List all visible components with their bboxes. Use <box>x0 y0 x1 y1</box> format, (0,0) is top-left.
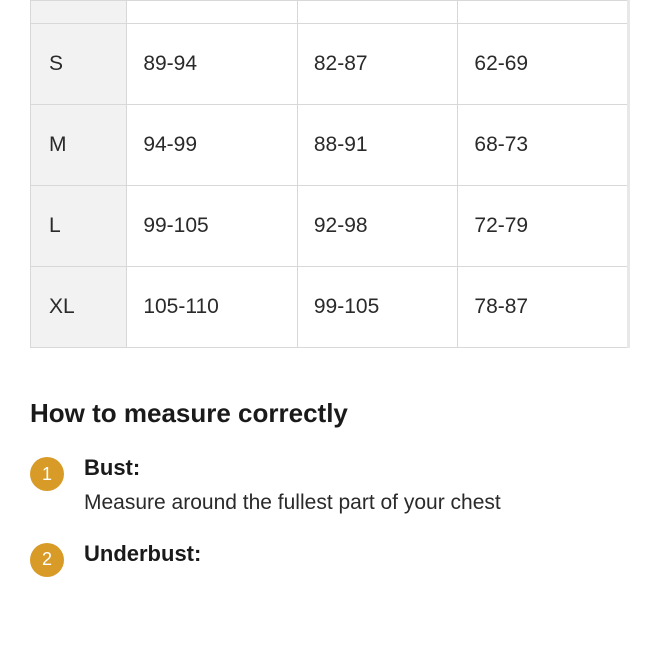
value-cell <box>458 1 629 24</box>
value-cell: 89-94 <box>127 24 298 105</box>
value-cell: 105-110 <box>127 267 298 348</box>
step-badge: 2 <box>30 543 64 577</box>
value-cell: 82-87 <box>297 24 458 105</box>
value-cell: 72-79 <box>458 186 629 267</box>
measure-item: 1 Bust: Measure around the fullest part … <box>30 455 630 519</box>
measure-heading: How to measure correctly <box>30 398 630 429</box>
page-container: S 89-94 82-87 62-69 M 94-99 88-91 68-73 … <box>0 0 660 577</box>
size-cell: M <box>31 105 127 186</box>
measure-label: Underbust: <box>84 541 630 567</box>
table-row: L 99-105 92-98 72-79 <box>31 186 629 267</box>
value-cell: 99-105 <box>297 267 458 348</box>
value-cell: 78-87 <box>458 267 629 348</box>
measure-description: Measure around the fullest part of your … <box>84 487 564 519</box>
table-row: M 94-99 88-91 68-73 <box>31 105 629 186</box>
table-row: XL 105-110 99-105 78-87 <box>31 267 629 348</box>
value-cell: 94-99 <box>127 105 298 186</box>
value-cell: 88-91 <box>297 105 458 186</box>
value-cell <box>297 1 458 24</box>
value-cell: 68-73 <box>458 105 629 186</box>
value-cell <box>127 1 298 24</box>
size-cell: L <box>31 186 127 267</box>
table-row <box>31 1 629 24</box>
measure-content: Bust: Measure around the fullest part of… <box>84 455 630 519</box>
measure-label: Bust: <box>84 455 630 481</box>
measure-section: How to measure correctly 1 Bust: Measure… <box>30 398 630 577</box>
measure-content: Underbust: <box>84 541 630 573</box>
step-number: 2 <box>42 549 52 570</box>
step-number: 1 <box>42 464 52 485</box>
table-row: S 89-94 82-87 62-69 <box>31 24 629 105</box>
size-cell: S <box>31 24 127 105</box>
step-badge: 1 <box>30 457 64 491</box>
size-cell: XL <box>31 267 127 348</box>
measure-item: 2 Underbust: <box>30 541 630 577</box>
value-cell: 92-98 <box>297 186 458 267</box>
size-cell <box>31 1 127 24</box>
value-cell: 62-69 <box>458 24 629 105</box>
value-cell: 99-105 <box>127 186 298 267</box>
size-table: S 89-94 82-87 62-69 M 94-99 88-91 68-73 … <box>30 0 630 348</box>
